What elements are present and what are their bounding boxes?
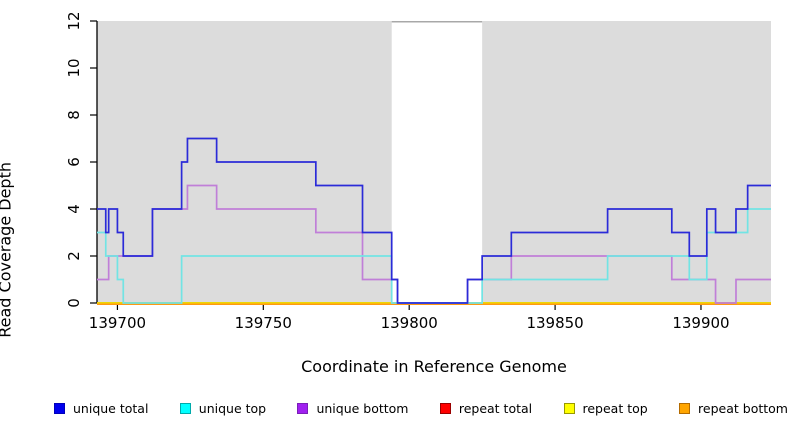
x-axis-tick-label: 139850 bbox=[526, 314, 583, 332]
legend-label: repeat bottom bbox=[698, 400, 788, 416]
x-axis-tick-label: 139800 bbox=[381, 314, 438, 332]
legend-swatch-icon bbox=[439, 402, 451, 414]
legend-swatch-icon bbox=[297, 402, 309, 414]
legend-item-unique-bottom: unique bottom bbox=[297, 400, 409, 416]
legend-item-repeat-total: repeat total bbox=[439, 400, 533, 416]
y-axis-tick-label: 4 bbox=[65, 204, 83, 214]
series-unique-total bbox=[97, 137, 771, 304]
legend-swatch-icon bbox=[563, 402, 575, 414]
legend-item-unique-total: unique total bbox=[54, 401, 148, 416]
legend-item-repeat-bottom: repeat bottom bbox=[679, 401, 788, 416]
x-axis-title: Coordinate in Reference Genome bbox=[301, 357, 567, 376]
y-axis-tick-label: 12 bbox=[65, 11, 83, 30]
legend-label: unique total bbox=[73, 400, 149, 416]
legend-label: repeat total bbox=[458, 400, 533, 416]
legend-swatch-icon bbox=[179, 402, 191, 414]
x-axis-tick-label: 139700 bbox=[89, 314, 146, 332]
legend-item-unique-top: unique top bbox=[179, 400, 267, 416]
legend-label: repeat top bbox=[582, 400, 648, 416]
y-axis-tick-label: 0 bbox=[65, 298, 83, 308]
shaded-region bbox=[482, 21, 771, 303]
y-axis-title-text: Read Coverage Depth bbox=[0, 161, 14, 338]
legend-label: unique top bbox=[198, 400, 267, 416]
legend-swatch-icon bbox=[679, 402, 691, 414]
legend-label: unique bottom bbox=[316, 400, 409, 416]
y-axis-tick-label: 8 bbox=[65, 110, 83, 120]
legend-swatch-icon bbox=[54, 402, 65, 414]
x-axis-tick-label: 139750 bbox=[235, 314, 292, 332]
y-axis-tick-label: 2 bbox=[65, 251, 83, 261]
y-axis-tick-label: 10 bbox=[65, 58, 83, 77]
x-axis-tick-label: 139900 bbox=[672, 314, 729, 332]
legend-item-repeat-top: repeat top bbox=[563, 400, 648, 416]
legend: unique total unique top unique bottom repea… bbox=[54, 398, 788, 418]
y-axis-tick-label: 6 bbox=[65, 157, 83, 167]
